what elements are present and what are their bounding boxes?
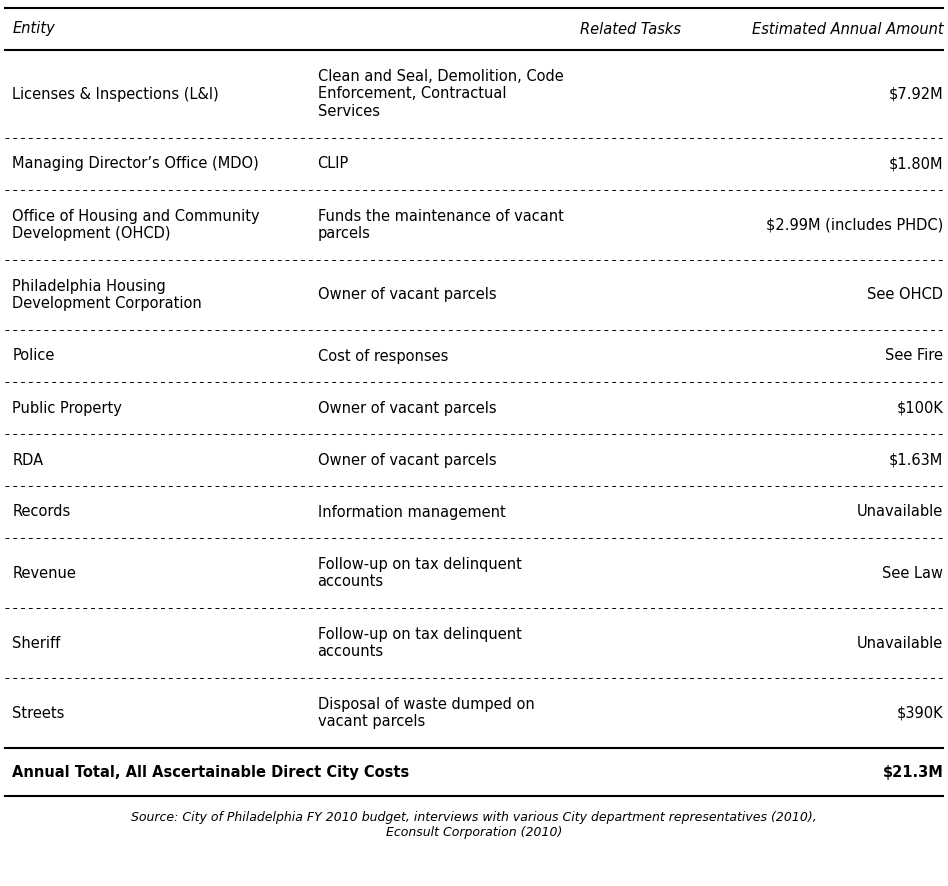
Text: Follow-up on tax delinquent
accounts: Follow-up on tax delinquent accounts <box>318 556 521 589</box>
Text: Licenses & Inspections (L&I): Licenses & Inspections (L&I) <box>12 87 219 102</box>
Text: $390K: $390K <box>897 705 943 720</box>
Text: Annual Total, All Ascertainable Direct City Costs: Annual Total, All Ascertainable Direct C… <box>12 765 410 780</box>
Text: Office of Housing and Community
Development (OHCD): Office of Housing and Community Developm… <box>12 209 260 241</box>
Text: Owner of vacant parcels: Owner of vacant parcels <box>318 400 496 416</box>
Text: Unavailable: Unavailable <box>857 635 943 650</box>
Text: See OHCD: See OHCD <box>867 287 943 302</box>
Text: Owner of vacant parcels: Owner of vacant parcels <box>318 453 496 468</box>
Text: Cost of responses: Cost of responses <box>318 348 448 363</box>
Text: Information management: Information management <box>318 504 505 519</box>
Text: $2.99M (includes PHDC): $2.99M (includes PHDC) <box>766 217 943 232</box>
Text: Streets: Streets <box>12 705 64 720</box>
Text: Estimated Annual Amount: Estimated Annual Amount <box>752 21 943 36</box>
Text: Disposal of waste dumped on
vacant parcels: Disposal of waste dumped on vacant parce… <box>318 696 535 729</box>
Text: Funds the maintenance of vacant
parcels: Funds the maintenance of vacant parcels <box>318 209 563 241</box>
Text: Sheriff: Sheriff <box>12 635 61 650</box>
Text: Police: Police <box>12 348 55 363</box>
Text: Unavailable: Unavailable <box>857 504 943 519</box>
Text: $1.80M: $1.80M <box>889 157 943 172</box>
Text: Follow-up on tax delinquent
accounts: Follow-up on tax delinquent accounts <box>318 626 521 659</box>
Text: Public Property: Public Property <box>12 400 122 416</box>
Text: Source: City of Philadelphia FY 2010 budget, interviews with various City depart: Source: City of Philadelphia FY 2010 bud… <box>131 811 817 839</box>
Text: Owner of vacant parcels: Owner of vacant parcels <box>318 287 496 302</box>
Text: See Law: See Law <box>883 565 943 580</box>
Text: Records: Records <box>12 504 70 519</box>
Text: See Fire: See Fire <box>885 348 943 363</box>
Text: Managing Director’s Office (MDO): Managing Director’s Office (MDO) <box>12 157 259 172</box>
Text: $7.92M: $7.92M <box>888 87 943 102</box>
Text: $100K: $100K <box>897 400 943 416</box>
Text: $21.3M: $21.3M <box>883 765 943 780</box>
Text: $1.63M: $1.63M <box>889 453 943 468</box>
Text: Clean and Seal, Demolition, Code
Enforcement, Contractual
Services: Clean and Seal, Demolition, Code Enforce… <box>318 69 563 119</box>
Text: CLIP: CLIP <box>318 157 349 172</box>
Text: Revenue: Revenue <box>12 565 76 580</box>
Text: Entity: Entity <box>12 21 55 36</box>
Text: Related Tasks: Related Tasks <box>580 21 681 36</box>
Text: Philadelphia Housing
Development Corporation: Philadelphia Housing Development Corpora… <box>12 279 202 311</box>
Text: RDA: RDA <box>12 453 44 468</box>
